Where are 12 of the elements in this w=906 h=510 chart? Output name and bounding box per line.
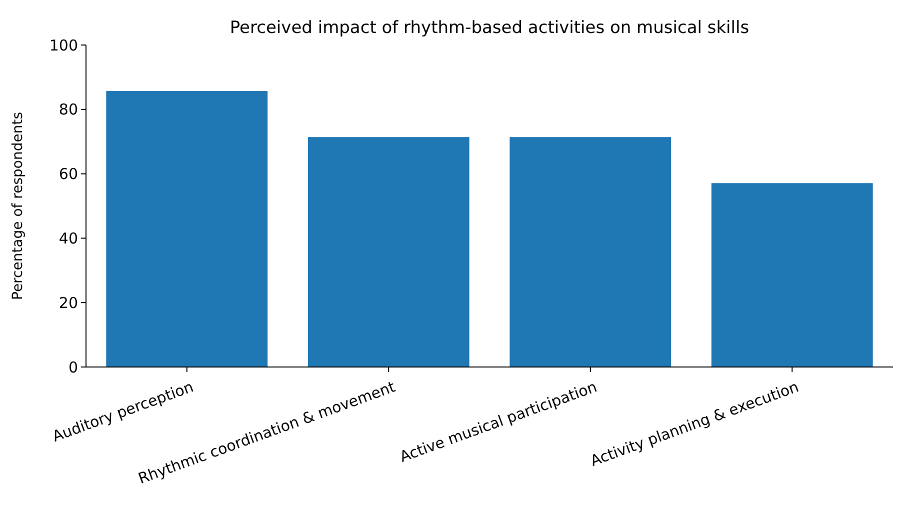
bar: [308, 137, 470, 367]
bar: [106, 91, 268, 367]
y-tick-label: 20: [58, 294, 78, 312]
bar: [510, 137, 672, 367]
y-tick-label: 40: [58, 229, 78, 248]
y-tick-label: 80: [58, 100, 78, 119]
y-axis-title: Percentage of respondents: [10, 112, 26, 300]
chart-title: Perceived impact of rhythm-based activities on musical skills: [230, 18, 750, 38]
y-tick-label: 100: [49, 36, 78, 54]
y-tick-label: 0: [68, 358, 78, 376]
y-tick-label: 60: [58, 165, 78, 184]
bar: [711, 183, 873, 367]
